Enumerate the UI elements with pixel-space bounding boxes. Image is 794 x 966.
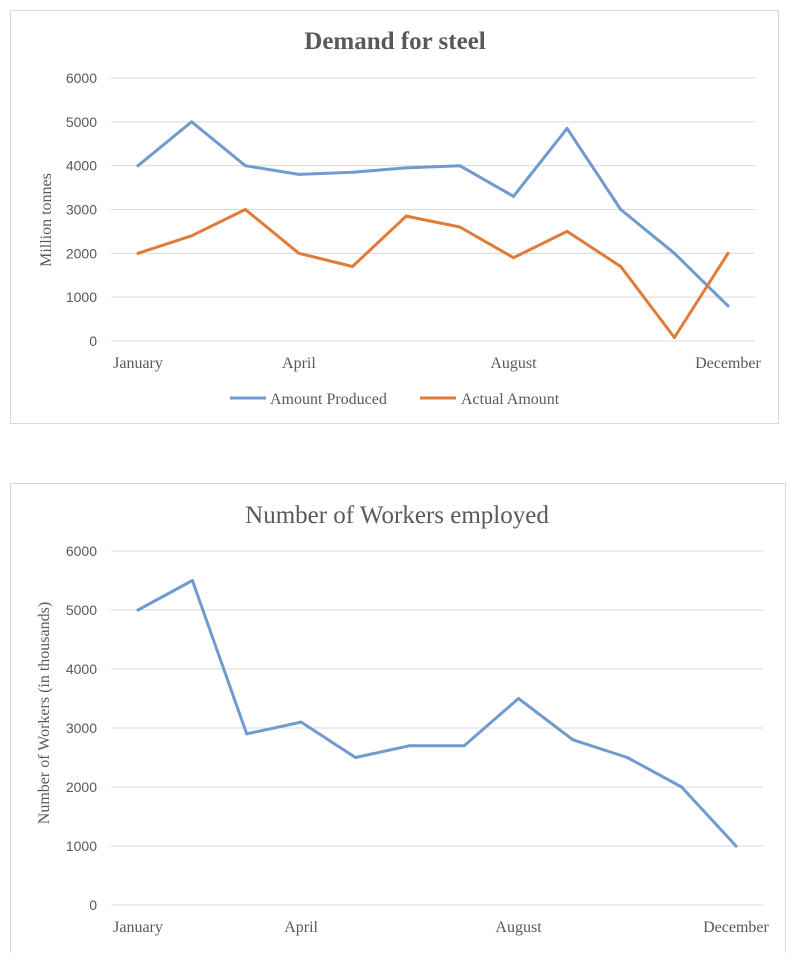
workers-employed-plot: Number of Workers employed Number of Wor… [36,502,770,936]
y-tick-label: 6000 [66,70,97,86]
series-line-amount-produced [136,120,730,308]
x-tick-label-december: December [695,355,761,372]
x-tick-label-april: April [282,355,316,372]
data-point [726,304,730,308]
data-point [408,744,412,748]
chart-title: Demand for steel [304,28,485,55]
data-point [734,844,738,848]
x-tick-label-january: January [113,919,163,936]
series-line-1 [136,579,738,848]
data-point [245,732,249,736]
x-tick-label-april: April [284,919,318,936]
legend-label-amount-produced: Amount Produced [270,391,387,408]
data-point [619,208,623,211]
chart-title: Number of Workers employed [245,502,549,529]
y-tick-label: 5000 [66,114,97,130]
y-tick-label: 0 [89,333,97,349]
data-point [190,234,194,238]
legend: Amount Produced Actual Amount [230,391,560,408]
y-tick-label: 2000 [66,779,97,795]
y-tick-label: 4000 [66,661,97,677]
data-point [243,164,247,168]
data-point [571,738,575,742]
legend-label-actual-amount: Actual Amount [461,391,560,408]
data-point [458,164,462,168]
data-point [190,120,194,124]
data-point [565,229,569,233]
y-tick-label: 0 [89,897,97,913]
data-point [625,756,629,759]
y-axis-label: Million tonnes [38,173,55,267]
data-point [136,251,140,255]
data-point [672,251,676,255]
x-tick-label-december: December [703,919,769,936]
data-point [190,579,194,582]
data-point [299,720,303,724]
data-point [517,697,521,700]
data-point [351,170,355,174]
data-point [404,166,408,170]
y-tick-label: 3000 [66,202,97,218]
y-tick-label: 4000 [66,158,97,174]
data-point [351,264,355,268]
data-point [136,164,140,168]
data-point [458,225,462,229]
steel-demand-chart: Demand for steel Million tonnes 0 1000 200… [10,10,779,424]
data-point [565,126,569,130]
data-point [404,214,408,218]
data-point [297,251,301,255]
data-point [511,194,515,198]
data-point [680,785,684,789]
x-tick-label-august: August [495,919,542,936]
data-point [726,251,730,255]
data-point [462,744,466,748]
y-axis-label: Number of Workers (in thousands) [36,602,53,824]
workers-employed-chart: Number of Workers employed Number of Wor… [10,483,786,953]
data-point [136,608,140,612]
data-point [243,208,247,211]
data-point [672,335,676,339]
data-point [619,264,623,268]
data-point [353,756,357,759]
y-tick-label: 1000 [66,838,97,854]
steel-demand-plot: Demand for steel Million tonnes 0 1000 200… [38,28,762,408]
y-tick-label: 6000 [66,543,97,559]
y-tick-label: 1000 [66,289,97,305]
x-tick-label-august: August [490,355,537,372]
data-point [297,172,301,176]
y-tick-label: 2000 [66,245,97,261]
y-tick-label: 5000 [66,602,97,618]
x-tick-label-january: January [113,355,163,372]
data-point [511,256,515,260]
series-line-actual-amount [136,208,730,339]
y-tick-label: 3000 [66,720,97,736]
